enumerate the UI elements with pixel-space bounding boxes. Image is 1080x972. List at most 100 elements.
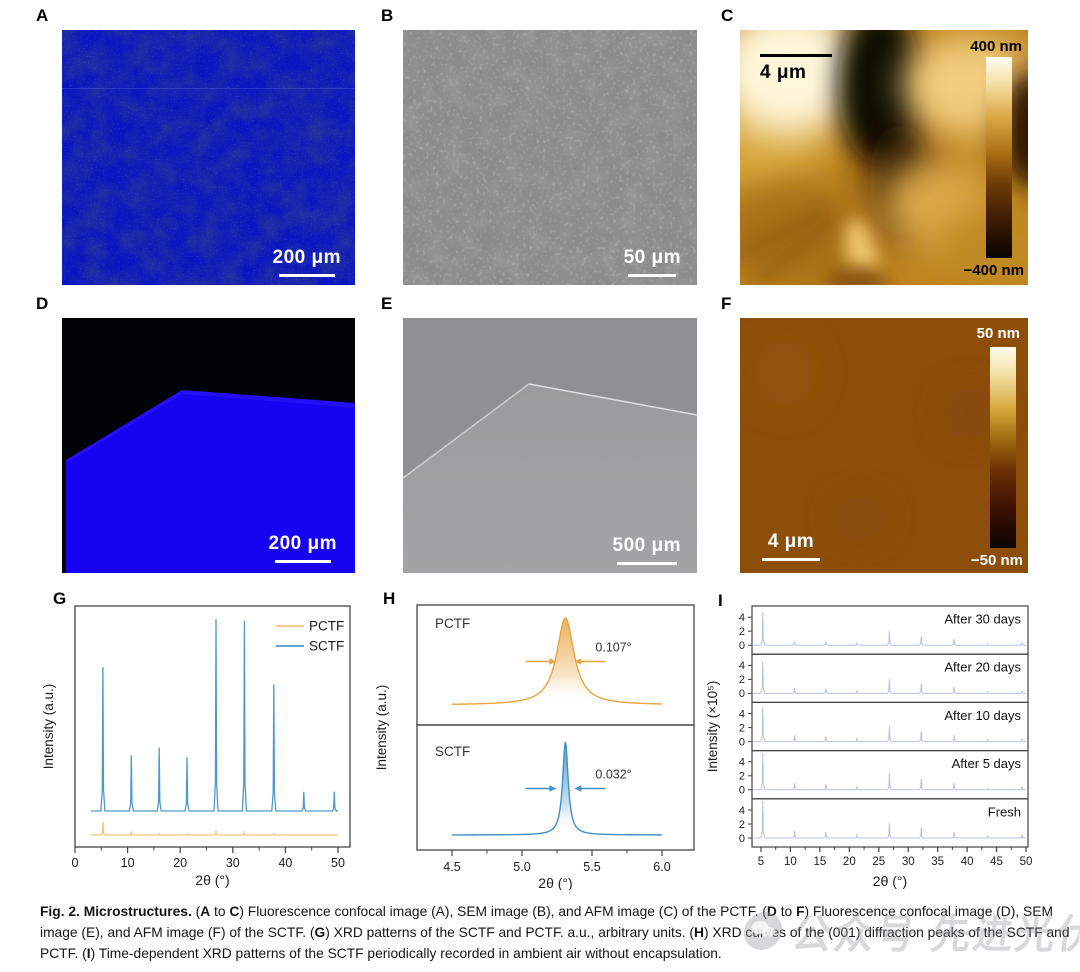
- svg-text:SCTF: SCTF: [309, 639, 344, 654]
- caption-segment: ) Fluorescence confocal image (D), SEM i…: [40, 904, 1053, 941]
- svg-text:0: 0: [739, 833, 745, 845]
- svg-text:40: 40: [961, 856, 974, 868]
- svg-text:6.0: 6.0: [653, 860, 670, 874]
- caption-segment: ) Time-dependent XRD patterns of the SCT…: [90, 946, 722, 962]
- scale-bar: 200 μm: [268, 533, 338, 563]
- svg-text:Intensity (a.u.): Intensity (a.u.): [41, 684, 56, 770]
- svg-text:2: 2: [739, 771, 745, 783]
- xrd-patterns-chart: 0 10 20 30 40 50 2θ (°) Intensity (a.u.) PCTF SCT…: [41, 605, 351, 888]
- afm-image-sctf: 50 nm −50 nm 4 μm: [740, 318, 1028, 573]
- svg-text:50: 50: [331, 856, 345, 870]
- svg-text:4: 4: [739, 757, 745, 769]
- panel-label-a: A: [36, 6, 49, 25]
- scale-bar-text: 50 μm: [623, 247, 681, 269]
- panel-label-f: F: [721, 294, 732, 313]
- panel-label-g: G: [53, 589, 67, 608]
- svg-text:30: 30: [902, 856, 915, 868]
- caption-segment: I: [86, 946, 91, 962]
- svg-text:15: 15: [813, 856, 826, 868]
- sem-pctf-texture: [403, 30, 697, 285]
- panel-label-b: B: [381, 6, 394, 25]
- caption-segment: D: [766, 904, 777, 919]
- panel-label-i: I: [718, 591, 723, 610]
- scale-bar-text: 500 μm: [612, 535, 681, 557]
- xrd-001-peaks-chart: 4.5 5.0 5.5 6.0 2θ (°) Intensity (a.u.) PCTF 0.…: [374, 604, 695, 890]
- afm-pctf-texture: [740, 30, 1028, 285]
- afm-colorbar: [990, 347, 1016, 548]
- svg-text:4: 4: [739, 708, 745, 720]
- svg-text:Intensity (a.u.): Intensity (a.u.): [374, 685, 389, 771]
- caption-segment: H: [694, 925, 704, 941]
- confocal-pctf-texture: [62, 30, 355, 285]
- colorbar-max-label: 400 nm: [970, 38, 1022, 55]
- svg-text:0: 0: [739, 640, 745, 652]
- scale-bar-line: [628, 274, 677, 277]
- svg-text:2θ (°): 2θ (°): [873, 873, 907, 889]
- scale-bar-line: [762, 558, 820, 561]
- scale-bar: 4 μm: [762, 531, 820, 561]
- sem-sctf-crystal: [403, 318, 697, 573]
- svg-text:4: 4: [739, 805, 745, 817]
- caption-segment: to: [776, 904, 797, 919]
- svg-text:30: 30: [226, 856, 240, 870]
- panel-label-e: E: [381, 294, 393, 313]
- scale-bar: 200 μm: [272, 247, 342, 277]
- caption-segment: C: [229, 904, 240, 919]
- svg-text:40: 40: [278, 856, 292, 870]
- svg-text:4: 4: [739, 612, 745, 624]
- panel-label-d: D: [36, 294, 49, 313]
- svg-text:5.5: 5.5: [583, 860, 600, 874]
- scale-bar-text: 4 μm: [767, 531, 815, 553]
- svg-text:SCTF: SCTF: [435, 744, 470, 759]
- svg-text:35: 35: [931, 856, 944, 868]
- svg-text:0: 0: [739, 688, 745, 700]
- caption-segment: G: [314, 925, 326, 941]
- panel-label-h: H: [383, 589, 396, 608]
- afm-sctf-texture: [740, 318, 1028, 573]
- svg-text:4.5: 4.5: [443, 860, 460, 874]
- scale-bar-line: [274, 560, 331, 563]
- caption-segment: ) XRD curves of the (001) diffraction pe…: [40, 925, 1070, 962]
- svg-text:0: 0: [72, 856, 79, 870]
- svg-text:Fresh: Fresh: [988, 804, 1021, 819]
- panel-label-c: C: [721, 6, 734, 25]
- caption-segment: Fig. 2. Microstructures.: [40, 904, 192, 919]
- svg-text:PCTF: PCTF: [435, 616, 470, 631]
- figure-caption: Fig. 2. Microstructures. (A to C) Fluore…: [40, 901, 1072, 965]
- svg-text:20: 20: [173, 856, 187, 870]
- scale-bar-text: 200 μm: [272, 247, 341, 269]
- svg-text:2: 2: [739, 819, 745, 831]
- caption-segment: A: [200, 904, 211, 919]
- svg-text:After 5 days: After 5 days: [952, 756, 1022, 771]
- svg-text:50: 50: [1020, 856, 1033, 868]
- scale-bar: 50 μm: [623, 247, 681, 277]
- scale-bar-line: [616, 562, 677, 565]
- svg-text:Intensity (×10⁵): Intensity (×10⁵): [705, 681, 720, 773]
- svg-text:5.0: 5.0: [513, 860, 530, 874]
- svg-text:25: 25: [872, 856, 885, 868]
- scale-bar-line: [760, 54, 832, 57]
- caption-segment: ) XRD patterns of the SCTF and PCTF. a.u…: [325, 925, 695, 941]
- svg-text:2: 2: [739, 722, 745, 734]
- svg-text:After 30 days: After 30 days: [944, 612, 1021, 627]
- caption-segment: to: [210, 904, 230, 919]
- svg-text:2: 2: [739, 626, 745, 638]
- scale-bar-line: [278, 274, 335, 277]
- svg-text:0: 0: [739, 736, 745, 748]
- svg-text:45: 45: [990, 856, 1003, 868]
- caption-segment: ) Fluorescence confocal image (A), SEM i…: [239, 904, 767, 919]
- colorbar-min-label: −50 nm: [970, 552, 1023, 569]
- svg-text:2: 2: [739, 674, 745, 686]
- colorbar-max-label: 50 nm: [976, 325, 1020, 342]
- caption-segment: (: [191, 904, 201, 919]
- confocal-image-sctf: 200 μm: [62, 318, 355, 573]
- scale-bar-text: 200 μm: [268, 533, 337, 555]
- confocal-image-pctf: 200 μm: [62, 30, 355, 285]
- afm-colorbar: [986, 57, 1012, 258]
- afm-image-pctf: 400 nm −400 nm 4 μm: [740, 30, 1028, 285]
- scale-bar: 500 μm: [612, 535, 682, 565]
- svg-text:2θ (°): 2θ (°): [195, 872, 229, 888]
- svg-text:0.032°: 0.032°: [595, 768, 631, 782]
- svg-text:After 10 days: After 10 days: [944, 708, 1021, 723]
